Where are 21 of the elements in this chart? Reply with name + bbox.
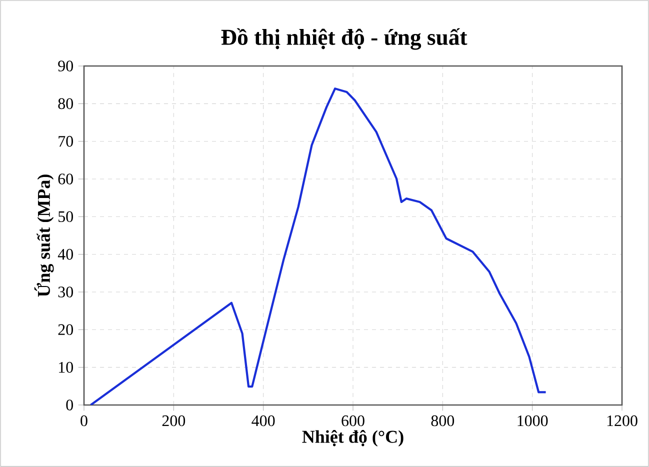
- x-axis-title: Nhiệt độ (°C): [302, 430, 404, 447]
- x-tick-label: 1000: [518, 415, 548, 426]
- y-tick-label: 50: [58, 211, 73, 222]
- y-tick-label: 30: [58, 286, 73, 298]
- y-tick-label: 10: [59, 362, 73, 373]
- y-tick-label: 60: [58, 174, 73, 184]
- y-tick-label: 70: [58, 136, 73, 147]
- y-axis-title: Ứng suất (MPa): [34, 174, 54, 297]
- y-tick-label: 80: [58, 98, 73, 110]
- y-tick-label: 0: [66, 400, 73, 410]
- x-tick-label: 1200: [607, 415, 638, 426]
- line-series: [90, 88, 547, 405]
- y-tick-label: 20: [58, 324, 73, 336]
- x-tick-label: 0: [80, 415, 88, 426]
- x-tick-label: 400: [252, 415, 275, 426]
- y-tick-label: 90: [58, 60, 73, 72]
- x-tick-label: 800: [431, 415, 454, 426]
- y-tick-label: 40: [58, 248, 73, 260]
- chart-title: Đồ thị nhiệt độ - ứng suất: [221, 28, 468, 50]
- x-tick-label: 200: [162, 415, 186, 426]
- x-tick-label: 600: [342, 415, 364, 426]
